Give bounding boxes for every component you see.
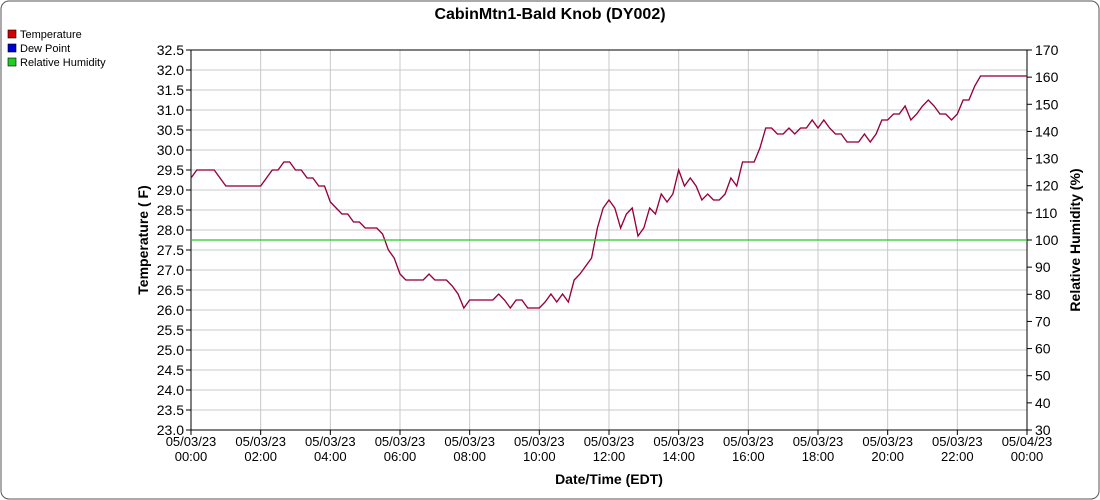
legend-swatch: [7, 43, 17, 53]
chart-title: CabinMtn1-Bald Knob (DY002): [434, 6, 665, 23]
x-tick-label: 05/03/23 22:00: [932, 434, 983, 464]
y-tick-label: 23.5: [157, 402, 184, 418]
y-tick-label: 31.0: [157, 102, 184, 118]
y2-tick-label: 40: [1035, 395, 1051, 411]
y2-axis-title: Relative Humidity (%): [1067, 168, 1083, 311]
y2-tick-label: 70: [1035, 313, 1051, 329]
x-tick-label: 05/03/23 08:00: [444, 434, 495, 464]
x-tick-label: 05/03/23 00:00: [166, 434, 217, 464]
y2-tick-label: 60: [1035, 341, 1051, 357]
y2-tick-label: 130: [1035, 151, 1059, 167]
legend-label: Relative Humidity: [20, 57, 106, 69]
y-axis-title: Temperature ( F): [135, 185, 151, 294]
y-tick-label: 24.0: [157, 382, 184, 398]
y-tick-label: 32.5: [157, 42, 184, 58]
y-tick-label: 31.5: [157, 82, 184, 98]
y-tick-label: 23.0: [157, 422, 184, 438]
y2-tick-label: 160: [1035, 69, 1059, 85]
y-tick-label: 26.0: [157, 302, 184, 318]
x-tick-label: 05/03/23 18:00: [793, 434, 844, 464]
legend-label: Dew Point: [20, 43, 70, 55]
x-tick-label: 05/03/23 12:00: [584, 434, 635, 464]
y-tick-label: 30.0: [157, 142, 184, 158]
y-tick-label: 27.5: [157, 242, 184, 258]
y2-tick-label: 100: [1035, 232, 1059, 248]
x-tick-label: 05/03/23 10:00: [514, 434, 565, 464]
y-tick-label: 25.5: [157, 322, 184, 338]
y-tick-label: 26.5: [157, 282, 184, 298]
x-tick-label: 05/03/23 04:00: [305, 434, 356, 464]
legend-swatch: [7, 29, 17, 39]
y2-tick-label: 150: [1035, 96, 1059, 112]
y2-tick-label: 80: [1035, 286, 1051, 302]
y2-tick-label: 90: [1035, 259, 1051, 275]
x-tick-label: 05/03/23 16:00: [723, 434, 774, 464]
y-tick-label: 27.0: [157, 262, 184, 278]
series-line: [190, 75, 1027, 310]
x-tick-label: 05/03/23 14:00: [653, 434, 704, 464]
y2-tick-label: 120: [1035, 178, 1059, 194]
y-tick-label: 32.0: [157, 62, 184, 78]
y-tick-label: 25.0: [157, 342, 184, 358]
y2-tick-label: 30: [1035, 422, 1051, 438]
y-tick-label: 24.5: [157, 362, 184, 378]
x-tick-label: 05/03/23 06:00: [375, 434, 426, 464]
x-axis-title: Date/Time (EDT): [555, 471, 663, 487]
y-tick-label: 28.0: [157, 222, 184, 238]
y-tick-label: 30.5: [157, 122, 184, 138]
y2-tick-label: 170: [1035, 42, 1059, 58]
series-line: [190, 75, 1027, 310]
y2-tick-label: 140: [1035, 123, 1059, 139]
y2-tick-label: 50: [1035, 368, 1051, 384]
y2-tick-label: 110: [1035, 205, 1058, 221]
y-tick-label: 28.5: [157, 202, 184, 218]
y-tick-label: 29.5: [157, 162, 184, 178]
x-tick-label: 05/03/23 20:00: [862, 434, 913, 464]
x-tick-label: 05/04/23 00:00: [1002, 434, 1053, 464]
legend-swatch: [7, 57, 17, 67]
x-tick-label: 05/03/23 02:00: [235, 434, 286, 464]
legend-label: Temperature: [20, 29, 82, 41]
y-tick-label: 29.0: [157, 182, 184, 198]
